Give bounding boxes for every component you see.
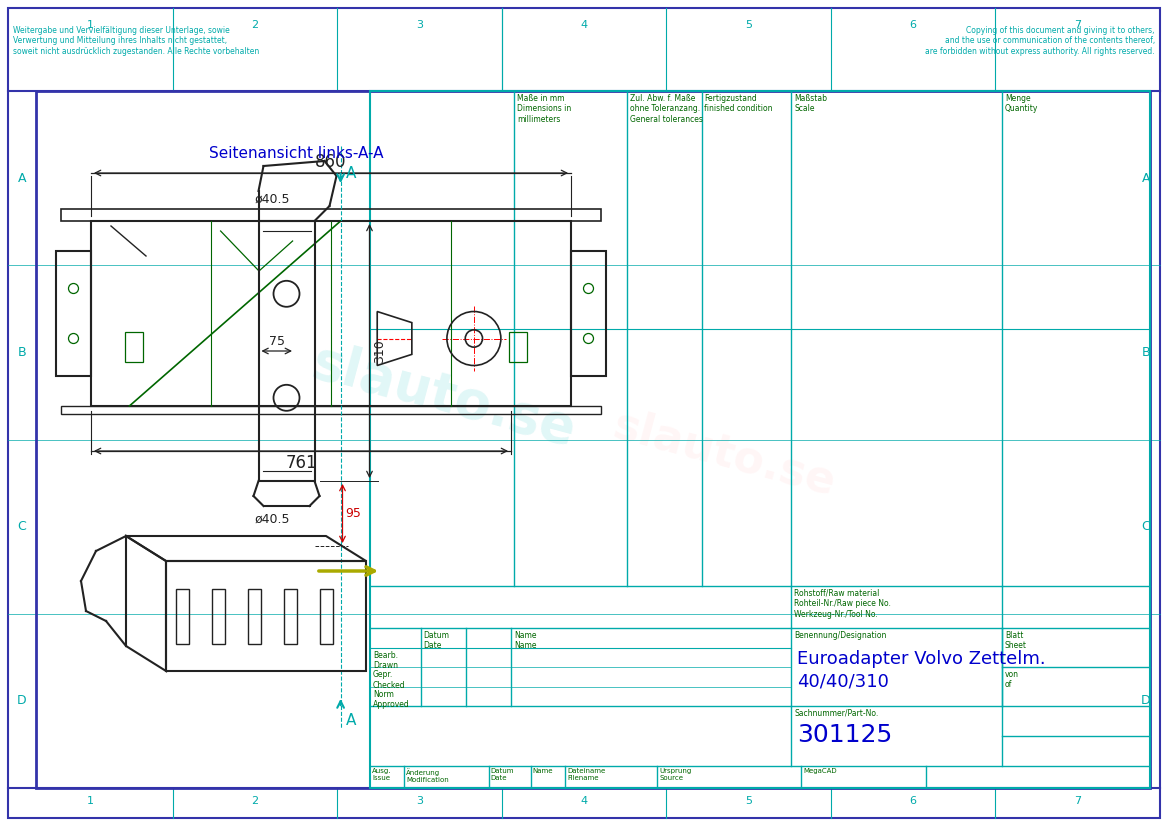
- Text: C: C: [1141, 520, 1150, 533]
- Text: 2: 2: [251, 796, 258, 806]
- Text: 4: 4: [580, 796, 588, 806]
- Text: slauto.se: slauto.se: [306, 336, 582, 457]
- Text: Rohstoff/Raw material
Rohteil-Nr./Raw piece No.
Werkzeug-Nr./Tool No.: Rohstoff/Raw material Rohteil-Nr./Raw pi…: [794, 589, 891, 619]
- Text: 761: 761: [285, 454, 317, 472]
- Bar: [56, 251, 91, 376]
- Text: Maßstab
Scale: Maßstab Scale: [794, 94, 827, 113]
- Text: Zul. Abw. f. Maße
ohne Toleranzang.
General tolerances: Zul. Abw. f. Maße ohne Toleranzang. Gene…: [631, 94, 703, 124]
- Text: 5: 5: [745, 796, 752, 806]
- Bar: [213, 588, 225, 643]
- Text: 860: 860: [315, 153, 347, 171]
- Text: von
of: von of: [1004, 670, 1018, 690]
- Text: 310: 310: [374, 339, 387, 363]
- Text: Dateiname
Filename: Dateiname Filename: [566, 768, 605, 781]
- Bar: [248, 588, 262, 643]
- Text: ø40.5: ø40.5: [255, 193, 290, 206]
- Bar: [61, 209, 602, 221]
- Text: Maße in mm
Dimensions in
millimeters: Maße in mm Dimensions in millimeters: [517, 94, 571, 124]
- Bar: [370, 91, 1150, 788]
- Text: A: A: [18, 172, 26, 185]
- Text: Änderung
Modification: Änderung Modification: [406, 768, 449, 783]
- Bar: [36, 91, 1150, 788]
- Text: C: C: [18, 520, 27, 533]
- Text: A: A: [346, 713, 356, 728]
- Text: B: B: [18, 346, 27, 358]
- Text: Datum
Date: Datum Date: [491, 768, 514, 781]
- Bar: [176, 588, 189, 643]
- Text: 1: 1: [86, 796, 93, 806]
- Text: D: D: [18, 695, 27, 707]
- Text: 95: 95: [346, 507, 361, 520]
- Text: Fertigzustand
finished condition: Fertigzustand finished condition: [704, 94, 773, 113]
- Text: D: D: [1141, 695, 1150, 707]
- Text: Blatt
Sheet: Blatt Sheet: [1004, 631, 1027, 650]
- Text: Copying of this document and giving it to others,
and the use or communication o: Copying of this document and giving it t…: [925, 26, 1155, 56]
- Text: 6: 6: [910, 796, 917, 806]
- Text: 7: 7: [1075, 20, 1082, 30]
- Text: Seitenansicht links-A-A: Seitenansicht links-A-A: [209, 146, 384, 161]
- Text: 40/40/310: 40/40/310: [798, 673, 889, 691]
- Text: ø40.5: ø40.5: [255, 513, 290, 526]
- Text: MegaCAD: MegaCAD: [804, 768, 837, 774]
- Text: 7: 7: [1075, 796, 1082, 806]
- Bar: [571, 251, 606, 376]
- Text: Benennung/Designation: Benennung/Designation: [794, 631, 887, 640]
- Text: Menge
Quantity: Menge Quantity: [1004, 94, 1038, 113]
- Text: 3: 3: [416, 20, 423, 30]
- Text: slauto.se: slauto.se: [609, 404, 840, 505]
- Bar: [61, 406, 602, 415]
- Text: Ursprung
Source: Ursprung Source: [659, 768, 691, 781]
- Text: Name: Name: [533, 768, 554, 774]
- Text: B: B: [1141, 346, 1150, 358]
- Text: 6: 6: [910, 20, 917, 30]
- Text: Ausg.
Issue: Ausg. Issue: [371, 768, 391, 781]
- Text: Name
Name: Name Name: [514, 631, 536, 650]
- Bar: [508, 332, 527, 362]
- Text: 3: 3: [416, 796, 423, 806]
- Text: A: A: [1142, 172, 1150, 185]
- Text: Datum
Date: Datum Date: [424, 631, 450, 650]
- Text: 2: 2: [251, 20, 258, 30]
- Text: 5: 5: [745, 20, 752, 30]
- Bar: [320, 588, 333, 643]
- Text: 75: 75: [269, 335, 285, 348]
- Text: Euroadapter Volvo Zettelm.: Euroadapter Volvo Zettelm.: [798, 650, 1045, 668]
- Text: 4: 4: [580, 20, 588, 30]
- Text: A: A: [346, 166, 356, 181]
- Text: Bearb.
Drawn: Bearb. Drawn: [373, 651, 398, 671]
- Bar: [284, 588, 297, 643]
- Text: Weitergabe und Vervielfältigung dieser Unterlage, sowie
Verwertung und Mitteilun: Weitergabe und Vervielfältigung dieser U…: [13, 26, 259, 56]
- Text: 1: 1: [86, 20, 93, 30]
- Text: Gepr.
Checked: Gepr. Checked: [373, 671, 405, 690]
- Bar: [125, 332, 142, 362]
- Bar: [166, 561, 366, 671]
- Text: Norm
Approved: Norm Approved: [373, 690, 410, 709]
- Bar: [258, 221, 314, 481]
- Text: 301125: 301125: [798, 723, 892, 747]
- Bar: [91, 221, 571, 406]
- Text: Sachnummer/Part-No.: Sachnummer/Part-No.: [794, 709, 878, 718]
